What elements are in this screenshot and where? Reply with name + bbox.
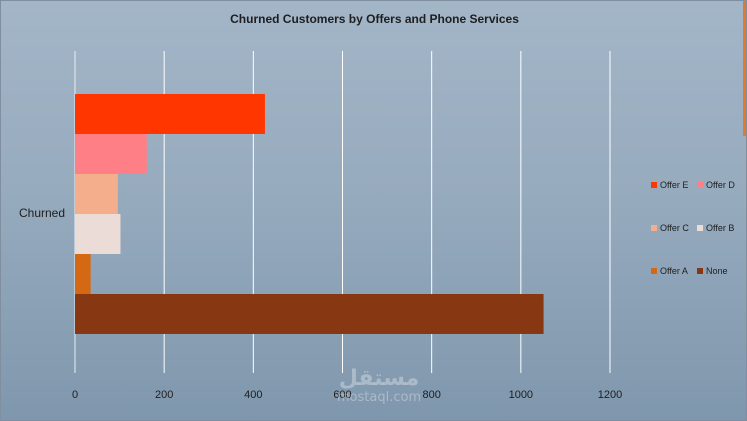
legend-swatch: [697, 268, 703, 274]
bar-offer-b: [75, 214, 121, 254]
bar-offer-e: [75, 94, 265, 134]
bars: [75, 94, 544, 334]
legend-swatch: [697, 225, 703, 231]
legend-label: Offer E: [660, 180, 689, 190]
legend-item-offer-d: Offer D: [697, 180, 743, 190]
bar-offer-c: [75, 174, 118, 214]
legend-row: Offer A None: [651, 265, 743, 277]
chart-title: Churned Customers by Offers and Phone Se…: [230, 12, 519, 26]
legend-swatch: [651, 225, 657, 231]
bar-offer-d: [75, 134, 147, 174]
x-tick-label: 600: [333, 389, 351, 401]
x-tick-label: 200: [155, 389, 173, 401]
x-tick-label: 1000: [509, 389, 533, 401]
bar-none: [75, 294, 544, 334]
x-tick-label: 1200: [598, 389, 622, 401]
legend-swatch: [697, 182, 703, 188]
legend-row: Offer E Offer D: [651, 179, 743, 191]
legend-item-offer-a: Offer A: [651, 266, 697, 276]
tick-labels: 0 200 400 600 800 1000 1200: [72, 389, 622, 401]
legend-label: Offer D: [706, 180, 735, 190]
legend-label: Offer A: [660, 266, 688, 276]
legend-item-offer-e: Offer E: [651, 180, 697, 190]
legend-label: Offer C: [660, 223, 689, 233]
category-label: Churned: [19, 206, 66, 220]
legend-item-offer-c: Offer C: [651, 223, 697, 233]
x-tick-label: 400: [244, 389, 262, 401]
legend-item-none: None: [697, 266, 743, 276]
bar-offer-a: [75, 254, 91, 294]
legend-swatch: [651, 182, 657, 188]
watermark-latin: mostaql.com: [336, 390, 422, 405]
x-tick-label: 0: [72, 389, 78, 401]
watermark-arabic: مستقل: [338, 366, 420, 391]
edge-strip: [743, 1, 746, 136]
legend-label: None: [706, 266, 728, 276]
legend-item-offer-b: Offer B: [697, 223, 743, 233]
legend-swatch: [651, 268, 657, 274]
legend-row: Offer C Offer B: [651, 222, 743, 234]
watermark-logo: مستقل mostaql.com: [331, 367, 427, 417]
legend-label: Offer B: [706, 223, 735, 233]
legend: Offer E Offer D Offer C Offer B Offer A: [651, 179, 743, 277]
x-tick-label: 800: [422, 389, 440, 401]
